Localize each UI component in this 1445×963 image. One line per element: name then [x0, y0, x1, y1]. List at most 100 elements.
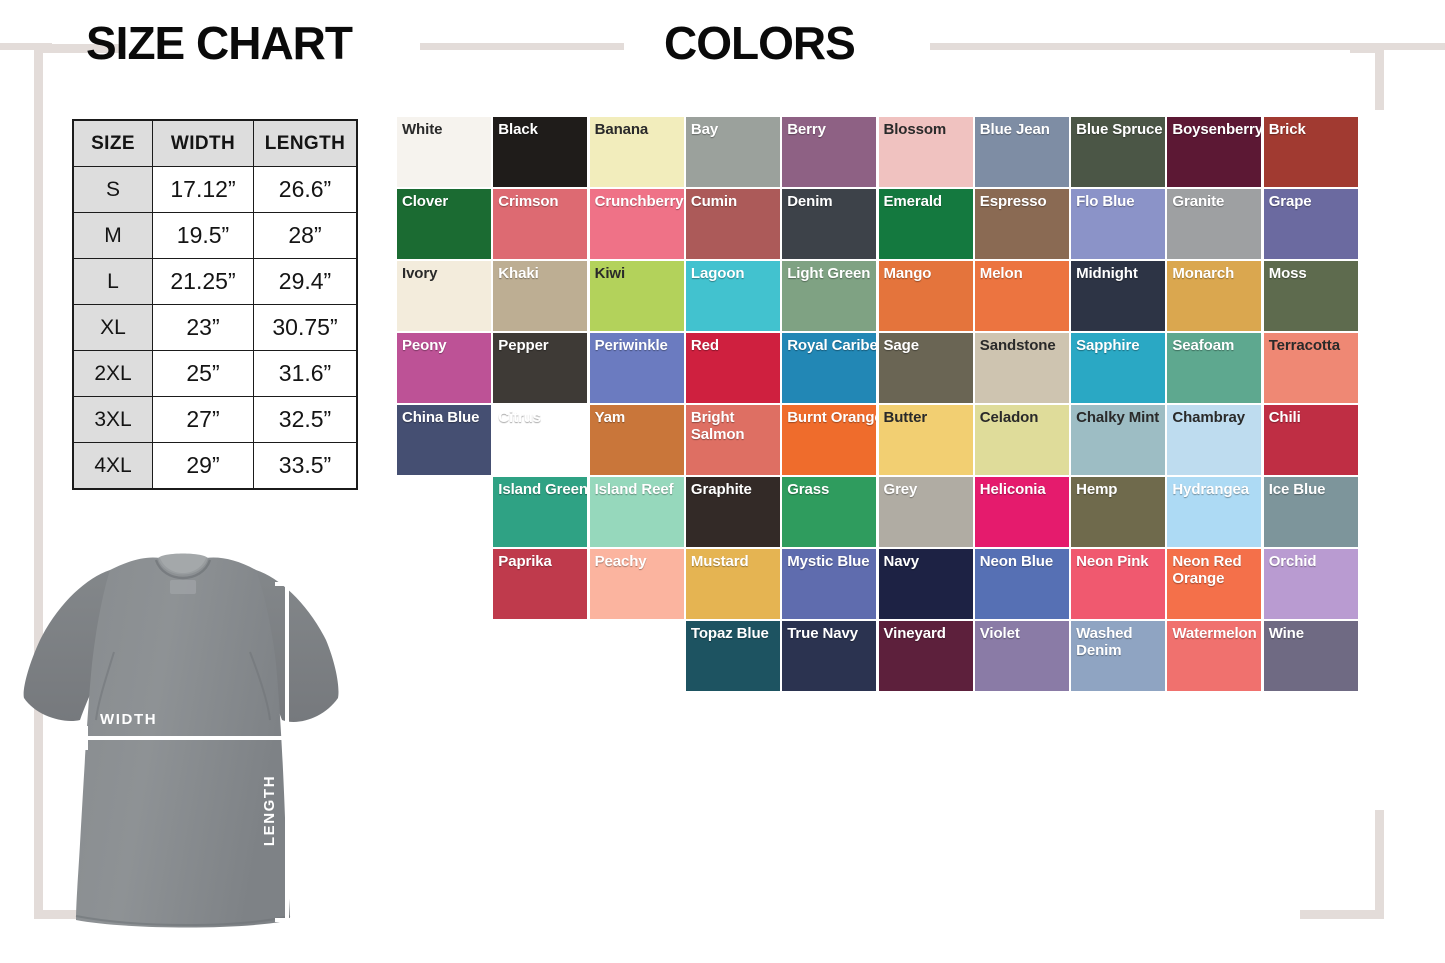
color-swatch[interactable]: Pepper: [493, 333, 588, 403]
color-swatch[interactable]: Periwinkle: [589, 333, 684, 403]
color-swatch-label: Sandstone: [979, 337, 1056, 354]
color-swatch[interactable]: Black: [493, 117, 588, 187]
color-swatch[interactable]: Chambray: [1167, 405, 1262, 475]
color-swatch[interactable]: Sapphire: [1071, 333, 1166, 403]
color-swatch[interactable]: Citrus: [493, 405, 587, 475]
color-swatch[interactable]: Royal Caribe: [782, 333, 877, 403]
width-cell: 29”: [152, 442, 254, 490]
color-swatch[interactable]: China Blue: [397, 405, 491, 475]
color-swatch[interactable]: Bay: [685, 117, 780, 187]
color-swatch[interactable]: Red: [685, 333, 780, 403]
color-swatch[interactable]: Topaz Blue: [685, 621, 780, 691]
color-swatch[interactable]: Hemp: [1071, 477, 1166, 547]
color-swatch[interactable]: Moss: [1263, 261, 1358, 331]
color-swatch[interactable]: Granite: [1167, 189, 1262, 259]
color-swatch[interactable]: Flo Blue: [1071, 189, 1166, 259]
color-swatch[interactable]: True Navy: [782, 621, 877, 691]
color-swatch[interactable]: Clover: [397, 189, 491, 259]
heading-rule-colors-right: [930, 43, 1445, 50]
color-swatch[interactable]: Washed Denim: [1071, 621, 1166, 691]
frame-notch-bottom: [120, 900, 1300, 922]
color-swatch[interactable]: Boysenberry: [1167, 117, 1262, 187]
color-swatch[interactable]: Neon Blue: [974, 549, 1069, 619]
color-swatch[interactable]: Butter: [878, 405, 973, 475]
color-swatch[interactable]: Neon Pink: [1071, 549, 1166, 619]
page-title-size-chart: SIZE CHART: [86, 17, 353, 69]
color-swatch[interactable]: Monarch: [1167, 261, 1262, 331]
color-swatch-label: Denim: [787, 193, 833, 210]
color-swatch[interactable]: Melon: [974, 261, 1069, 331]
color-swatch[interactable]: Ivory: [397, 261, 491, 331]
length-cell: 33.5”: [253, 442, 358, 490]
color-swatch[interactable]: Seafoam: [1167, 333, 1262, 403]
color-swatch[interactable]: Watermelon: [1167, 621, 1262, 691]
color-swatch-label: Ice Blue: [1268, 481, 1326, 498]
color-swatch[interactable]: Chalky Mint: [1071, 405, 1166, 475]
color-swatch[interactable]: Navy: [878, 549, 973, 619]
color-swatch[interactable]: White: [397, 117, 491, 187]
color-swatch[interactable]: Wine: [1263, 621, 1358, 691]
color-swatch[interactable]: Yam: [589, 405, 684, 475]
color-swatch[interactable]: Hydrangea: [1167, 477, 1262, 547]
color-swatch[interactable]: Neon Red Orange: [1167, 549, 1262, 619]
color-swatch-label: Celadon: [979, 409, 1039, 426]
width-cell: 17.12”: [152, 166, 254, 213]
color-swatch[interactable]: Light Green: [782, 261, 877, 331]
color-swatch-label: Pepper: [498, 337, 549, 354]
color-swatch-label: Melon: [979, 265, 1023, 282]
color-swatch-label: Topaz Blue: [690, 625, 769, 642]
color-swatch[interactable]: Berry: [782, 117, 877, 187]
color-swatch[interactable]: Heliconia: [974, 477, 1069, 547]
color-swatch[interactable]: Crunchberry: [589, 189, 684, 259]
color-swatch[interactable]: Blossom: [878, 117, 973, 187]
color-swatch[interactable]: Blue Spruce: [1071, 117, 1166, 187]
color-swatch[interactable]: Ice Blue: [1263, 477, 1358, 547]
color-swatch-label: White: [402, 121, 443, 138]
color-swatch[interactable]: Chili: [1263, 405, 1358, 475]
color-swatch-label: Mango: [883, 265, 932, 282]
color-swatch-label: Orchid: [1268, 553, 1317, 570]
color-swatch[interactable]: Midnight: [1071, 261, 1166, 331]
color-swatch[interactable]: Mustard: [685, 549, 780, 619]
color-swatch[interactable]: Lagoon: [685, 261, 780, 331]
color-swatch[interactable]: Island Reef: [589, 477, 684, 547]
color-swatch[interactable]: Crimson: [493, 189, 588, 259]
color-swatch[interactable]: Violet: [974, 621, 1069, 691]
color-swatch[interactable]: Espresso: [974, 189, 1069, 259]
color-swatch[interactable]: Sage: [878, 333, 973, 403]
color-swatch[interactable]: Terracotta: [1263, 333, 1358, 403]
color-swatch[interactable]: Mystic Blue: [782, 549, 877, 619]
color-swatch[interactable]: Paprika: [493, 549, 588, 619]
column-header-width: WIDTH: [152, 119, 254, 167]
color-swatch[interactable]: Emerald: [878, 189, 973, 259]
color-swatch[interactable]: Burnt Orange: [782, 405, 877, 475]
color-swatch-label: Heliconia: [979, 481, 1046, 498]
color-swatch[interactable]: Banana: [589, 117, 684, 187]
color-swatch[interactable]: Sandstone: [974, 333, 1069, 403]
color-swatch-label: Citrus: [498, 409, 542, 426]
color-swatch[interactable]: Graphite: [685, 477, 780, 547]
color-swatch[interactable]: Grass: [782, 477, 877, 547]
color-swatch[interactable]: Bright Salmon: [685, 405, 780, 475]
tshirt-body: [76, 557, 290, 928]
width-cell: 25”: [152, 350, 254, 397]
color-swatch-label: Peony: [402, 337, 447, 354]
color-swatch[interactable]: Mango: [878, 261, 973, 331]
color-swatch[interactable]: Kiwi: [589, 261, 684, 331]
color-swatch[interactable]: Peachy: [589, 549, 684, 619]
color-swatch[interactable]: Khaki: [493, 261, 588, 331]
color-swatch[interactable]: Celadon: [974, 405, 1069, 475]
color-swatch[interactable]: Brick: [1263, 117, 1358, 187]
color-swatch[interactable]: Island Green: [493, 477, 588, 547]
color-swatch[interactable]: Orchid: [1263, 549, 1358, 619]
color-swatch[interactable]: Blue Jean: [974, 117, 1069, 187]
color-swatch[interactable]: Peony: [397, 333, 491, 403]
table-row: L 21.25” 29.4”: [72, 258, 358, 305]
color-swatch-label: True Navy: [787, 625, 858, 642]
color-swatch[interactable]: Grape: [1263, 189, 1358, 259]
color-swatch-label: Neon Pink: [1076, 553, 1149, 570]
color-swatch[interactable]: Grey: [878, 477, 973, 547]
color-swatch[interactable]: Vineyard: [878, 621, 973, 691]
color-swatch[interactable]: Denim: [782, 189, 877, 259]
color-swatch[interactable]: Cumin: [685, 189, 780, 259]
